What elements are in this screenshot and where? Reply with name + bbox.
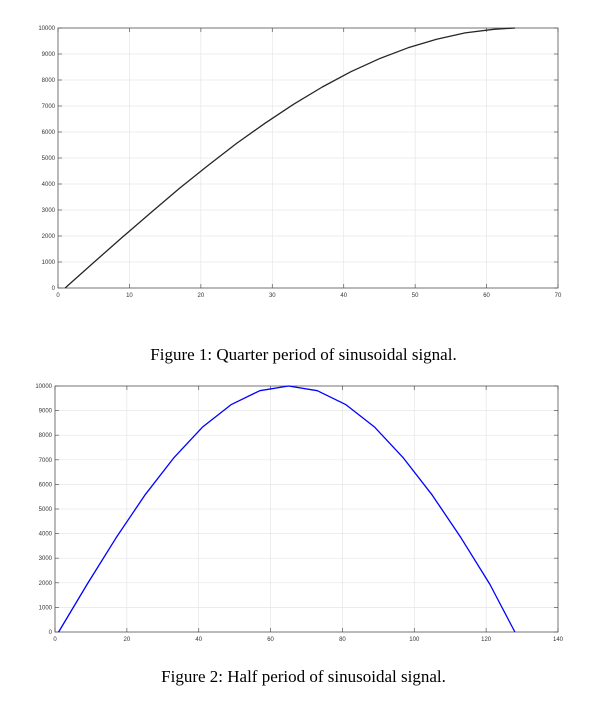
x-tick-label: 120 bbox=[481, 637, 492, 643]
y-tick-label: 10000 bbox=[35, 384, 52, 390]
figure-2-caption: Figure 2: Half period of sinusoidal sign… bbox=[161, 667, 446, 686]
y-tick-label: 10000 bbox=[38, 26, 55, 32]
figure-2-plot: 0 20 40 60 80 100 120 140 0 1000 2000 3000 4000 5000 6… bbox=[35, 384, 564, 643]
y-tick-label: 2000 bbox=[42, 234, 56, 240]
series-line bbox=[58, 385, 516, 633]
x-tick-label: 140 bbox=[553, 637, 564, 643]
x-tick-label: 80 bbox=[339, 637, 346, 643]
figure-2-chart: 0 20 40 60 80 100 120 140 0 1000 2000 3000 4000 5000 6… bbox=[0, 372, 607, 649]
x-tick-label: 30 bbox=[269, 293, 276, 299]
y-tick-label: 7000 bbox=[39, 458, 53, 464]
x-tick-label: 20 bbox=[124, 637, 131, 643]
x-tick-label: 60 bbox=[483, 293, 490, 299]
y-tick-label: 1000 bbox=[39, 605, 53, 611]
y-tick-label: 0 bbox=[49, 630, 53, 636]
y-tick-label: 9000 bbox=[42, 52, 56, 58]
x-tick-label: 60 bbox=[267, 637, 274, 643]
figure-1-chart: 0 10 20 30 40 50 60 70 0 1000 2000 3000 4000 5000 6000… bbox=[0, 0, 607, 305]
x-tick-label: 40 bbox=[340, 293, 347, 299]
series-line bbox=[64, 27, 516, 289]
y-tick-label: 7000 bbox=[42, 104, 56, 110]
x-tick-label: 0 bbox=[56, 293, 60, 299]
y-tick-label: 0 bbox=[52, 286, 56, 292]
y-tick-label: 8000 bbox=[39, 433, 53, 439]
x-tick-label: 40 bbox=[195, 637, 202, 643]
x-tick-label: 20 bbox=[198, 293, 205, 299]
x-tick-label: 10 bbox=[126, 293, 133, 299]
y-tick-label: 3000 bbox=[42, 208, 56, 214]
x-tick-label: 0 bbox=[53, 637, 57, 643]
x-tick-label: 50 bbox=[412, 293, 419, 299]
x-tick-label: 70 bbox=[555, 293, 562, 299]
y-tick-label: 9000 bbox=[39, 409, 53, 415]
y-tick-label: 2000 bbox=[39, 581, 53, 587]
y-tick-label: 3000 bbox=[39, 556, 53, 562]
y-tick-label: 6000 bbox=[42, 130, 56, 136]
y-tick-label: 5000 bbox=[42, 156, 56, 162]
y-tick-label: 8000 bbox=[42, 78, 56, 84]
figure-1-caption: Figure 1: Quarter period of sinusoidal s… bbox=[150, 345, 457, 364]
x-tick-label: 100 bbox=[409, 637, 420, 643]
y-tick-label: 1000 bbox=[42, 260, 56, 266]
figure-1-plot: 0 10 20 30 40 50 60 70 0 1000 2000 3000 4000 5000 6000… bbox=[38, 26, 562, 299]
y-tick-label: 4000 bbox=[42, 182, 56, 188]
y-tick-label: 5000 bbox=[39, 507, 53, 513]
y-tick-label: 6000 bbox=[39, 482, 53, 488]
y-tick-label: 4000 bbox=[39, 532, 53, 538]
